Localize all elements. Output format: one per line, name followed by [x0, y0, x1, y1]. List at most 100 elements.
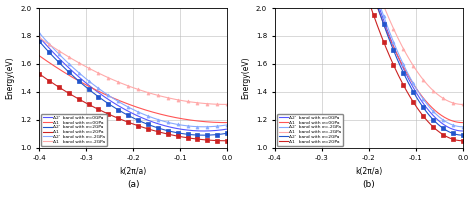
Δ1   band with σ=-2GPa	[442, 98, 448, 101]
Δ1   band with σ=2GPa	[430, 126, 436, 128]
Δ1   band with σ=-2GPa	[151, 93, 157, 96]
Δ1   band with σ=0GPa	[442, 116, 448, 119]
Δ1   band with σ=-2GPa	[387, 19, 392, 22]
Δ2'  band with σ=-2GPa	[207, 126, 213, 128]
Δ2'  band with σ=0GPa	[37, 36, 43, 39]
Δ2'  band with σ=2GPa	[384, 31, 390, 34]
Δ2'  band with σ=-2GPa	[383, 21, 389, 24]
Δ2'  band with σ=2GPa	[383, 30, 389, 32]
Δ2'  band with σ=-2GPa	[151, 117, 157, 119]
Δ1   band with σ=0GPa	[384, 30, 390, 32]
Δ2'  band with σ=2GPa	[430, 119, 436, 121]
Δ1   band with σ=2GPa	[442, 135, 448, 137]
Text: (a): (a)	[127, 180, 139, 189]
Δ2'  band with σ=0GPa	[36, 36, 42, 38]
Δ1   band with σ=2GPa	[387, 55, 392, 58]
Line: Δ1   band with σ=-2GPa: Δ1 band with σ=-2GPa	[274, 0, 463, 105]
Δ2'  band with σ=2GPa	[207, 134, 213, 136]
Δ1   band with σ=-2GPa	[148, 92, 154, 95]
Δ1   band with σ=0GPa	[460, 121, 465, 124]
Δ2'  band with σ=-2GPa	[384, 23, 390, 26]
X-axis label: k(2π/a): k(2π/a)	[355, 167, 383, 176]
Δ1   band with σ=2GPa	[148, 129, 154, 131]
Line: Δ1   band with σ=-2GPa: Δ1 band with σ=-2GPa	[39, 37, 227, 105]
Δ2'  band with σ=2GPa	[195, 134, 201, 136]
Δ2'  band with σ=2GPa	[442, 129, 448, 131]
Δ1   band with σ=0GPa	[151, 111, 157, 114]
Δ2'  band with σ=0GPa	[387, 36, 392, 38]
Δ1   band with σ=0GPa	[148, 110, 154, 113]
Δ2'  band with σ=-2GPa	[442, 120, 448, 123]
Δ2'  band with σ=0GPa	[460, 130, 465, 132]
Δ1   band with σ=0GPa	[147, 110, 153, 113]
Line: Δ2'  band with σ=0GPa: Δ2' band with σ=0GPa	[274, 0, 463, 131]
Δ1   band with σ=2GPa	[195, 138, 201, 140]
Line: Δ1   band with σ=0GPa: Δ1 band with σ=0GPa	[39, 56, 227, 123]
Δ2'  band with σ=2GPa	[151, 126, 157, 128]
Δ1   band with σ=-2GPa	[37, 37, 43, 39]
Δ1   band with σ=0GPa	[207, 121, 212, 123]
Y-axis label: Energy(eV): Energy(eV)	[6, 57, 15, 99]
Δ2'  band with σ=2GPa	[387, 40, 392, 42]
Legend: Δ2'  band with σ=0GPa, Δ1   band with σ=0GPa, Δ2'  band with σ=-2GPa, Δ1   band : Δ2' band with σ=0GPa, Δ1 band with σ=0GP…	[277, 114, 343, 146]
Δ1   band with σ=2GPa	[37, 73, 43, 75]
X-axis label: k(2π/a): k(2π/a)	[119, 167, 147, 176]
Line: Δ1   band with σ=2GPa: Δ1 band with σ=2GPa	[39, 74, 227, 141]
Line: Δ2'  band with σ=2GPa: Δ2' band with σ=2GPa	[39, 41, 227, 135]
Δ1   band with σ=2GPa	[224, 140, 230, 142]
Δ2'  band with σ=-2GPa	[387, 31, 392, 34]
Δ2'  band with σ=-2GPa	[37, 32, 43, 35]
Line: Δ2'  band with σ=0GPa: Δ2' band with σ=0GPa	[39, 37, 227, 131]
Δ2'  band with σ=0GPa	[442, 124, 448, 127]
Δ1   band with σ=2GPa	[207, 139, 212, 141]
Δ2'  band with σ=-2GPa	[224, 124, 230, 126]
Δ2'  band with σ=-2GPa	[36, 31, 42, 34]
Δ1   band with σ=-2GPa	[384, 12, 390, 14]
Δ1   band with σ=-2GPa	[147, 92, 153, 94]
Legend: Δ2'  band with σ=0GPa, Δ1   band with σ=0GPa, Δ2'  band with σ=2GPa, Δ1   band w: Δ2' band with σ=0GPa, Δ1 band with σ=0GP…	[41, 114, 107, 146]
Δ1   band with σ=-2GPa	[430, 89, 436, 92]
Δ2'  band with σ=0GPa	[148, 120, 154, 123]
Δ2'  band with σ=0GPa	[224, 128, 230, 130]
Δ1   band with σ=0GPa	[195, 120, 201, 122]
Text: (b): (b)	[362, 180, 375, 189]
Line: Δ2'  band with σ=-2GPa: Δ2' band with σ=-2GPa	[39, 33, 227, 127]
Δ2'  band with σ=0GPa	[384, 27, 390, 30]
Δ1   band with σ=0GPa	[430, 108, 436, 110]
Δ2'  band with σ=2GPa	[36, 40, 42, 42]
Δ2'  band with σ=0GPa	[195, 130, 201, 132]
Δ2'  band with σ=-2GPa	[460, 126, 465, 128]
Δ1   band with σ=0GPa	[37, 55, 43, 57]
Δ2'  band with σ=2GPa	[224, 132, 230, 134]
Δ1   band with σ=2GPa	[383, 47, 389, 49]
Δ1   band with σ=2GPa	[460, 140, 465, 142]
Δ1   band with σ=0GPa	[36, 54, 42, 57]
Δ2'  band with σ=0GPa	[201, 130, 207, 132]
Δ1   band with σ=-2GPa	[195, 102, 201, 104]
Δ2'  band with σ=2GPa	[201, 134, 207, 136]
Δ2'  band with σ=-2GPa	[430, 110, 436, 112]
Δ1   band with σ=0GPa	[383, 28, 389, 31]
Y-axis label: Energy(eV): Energy(eV)	[241, 57, 250, 99]
Δ1   band with σ=2GPa	[384, 48, 390, 50]
Δ1   band with σ=-2GPa	[460, 103, 465, 106]
Δ2'  band with σ=0GPa	[147, 120, 153, 122]
Δ1   band with σ=2GPa	[151, 129, 157, 132]
Δ2'  band with σ=0GPa	[207, 130, 213, 132]
Δ1   band with σ=-2GPa	[36, 36, 42, 39]
Δ2'  band with σ=-2GPa	[195, 126, 201, 128]
Line: Δ1   band with σ=0GPa: Δ1 band with σ=0GPa	[274, 0, 463, 123]
Line: Δ2'  band with σ=2GPa: Δ2' band with σ=2GPa	[274, 0, 463, 135]
Δ2'  band with σ=2GPa	[460, 134, 465, 136]
Δ1   band with σ=0GPa	[224, 121, 230, 124]
Δ1   band with σ=-2GPa	[207, 103, 212, 105]
Δ2'  band with σ=2GPa	[148, 124, 154, 127]
Δ2'  band with σ=-2GPa	[148, 116, 154, 118]
Δ2'  band with σ=-2GPa	[147, 116, 153, 118]
Δ1   band with σ=0GPa	[387, 37, 392, 40]
Δ2'  band with σ=0GPa	[151, 121, 157, 124]
Δ2'  band with σ=-2GPa	[201, 126, 207, 128]
Δ2'  band with σ=0GPa	[383, 26, 389, 28]
Δ1   band with σ=-2GPa	[383, 10, 389, 13]
Δ2'  band with σ=2GPa	[37, 41, 43, 43]
